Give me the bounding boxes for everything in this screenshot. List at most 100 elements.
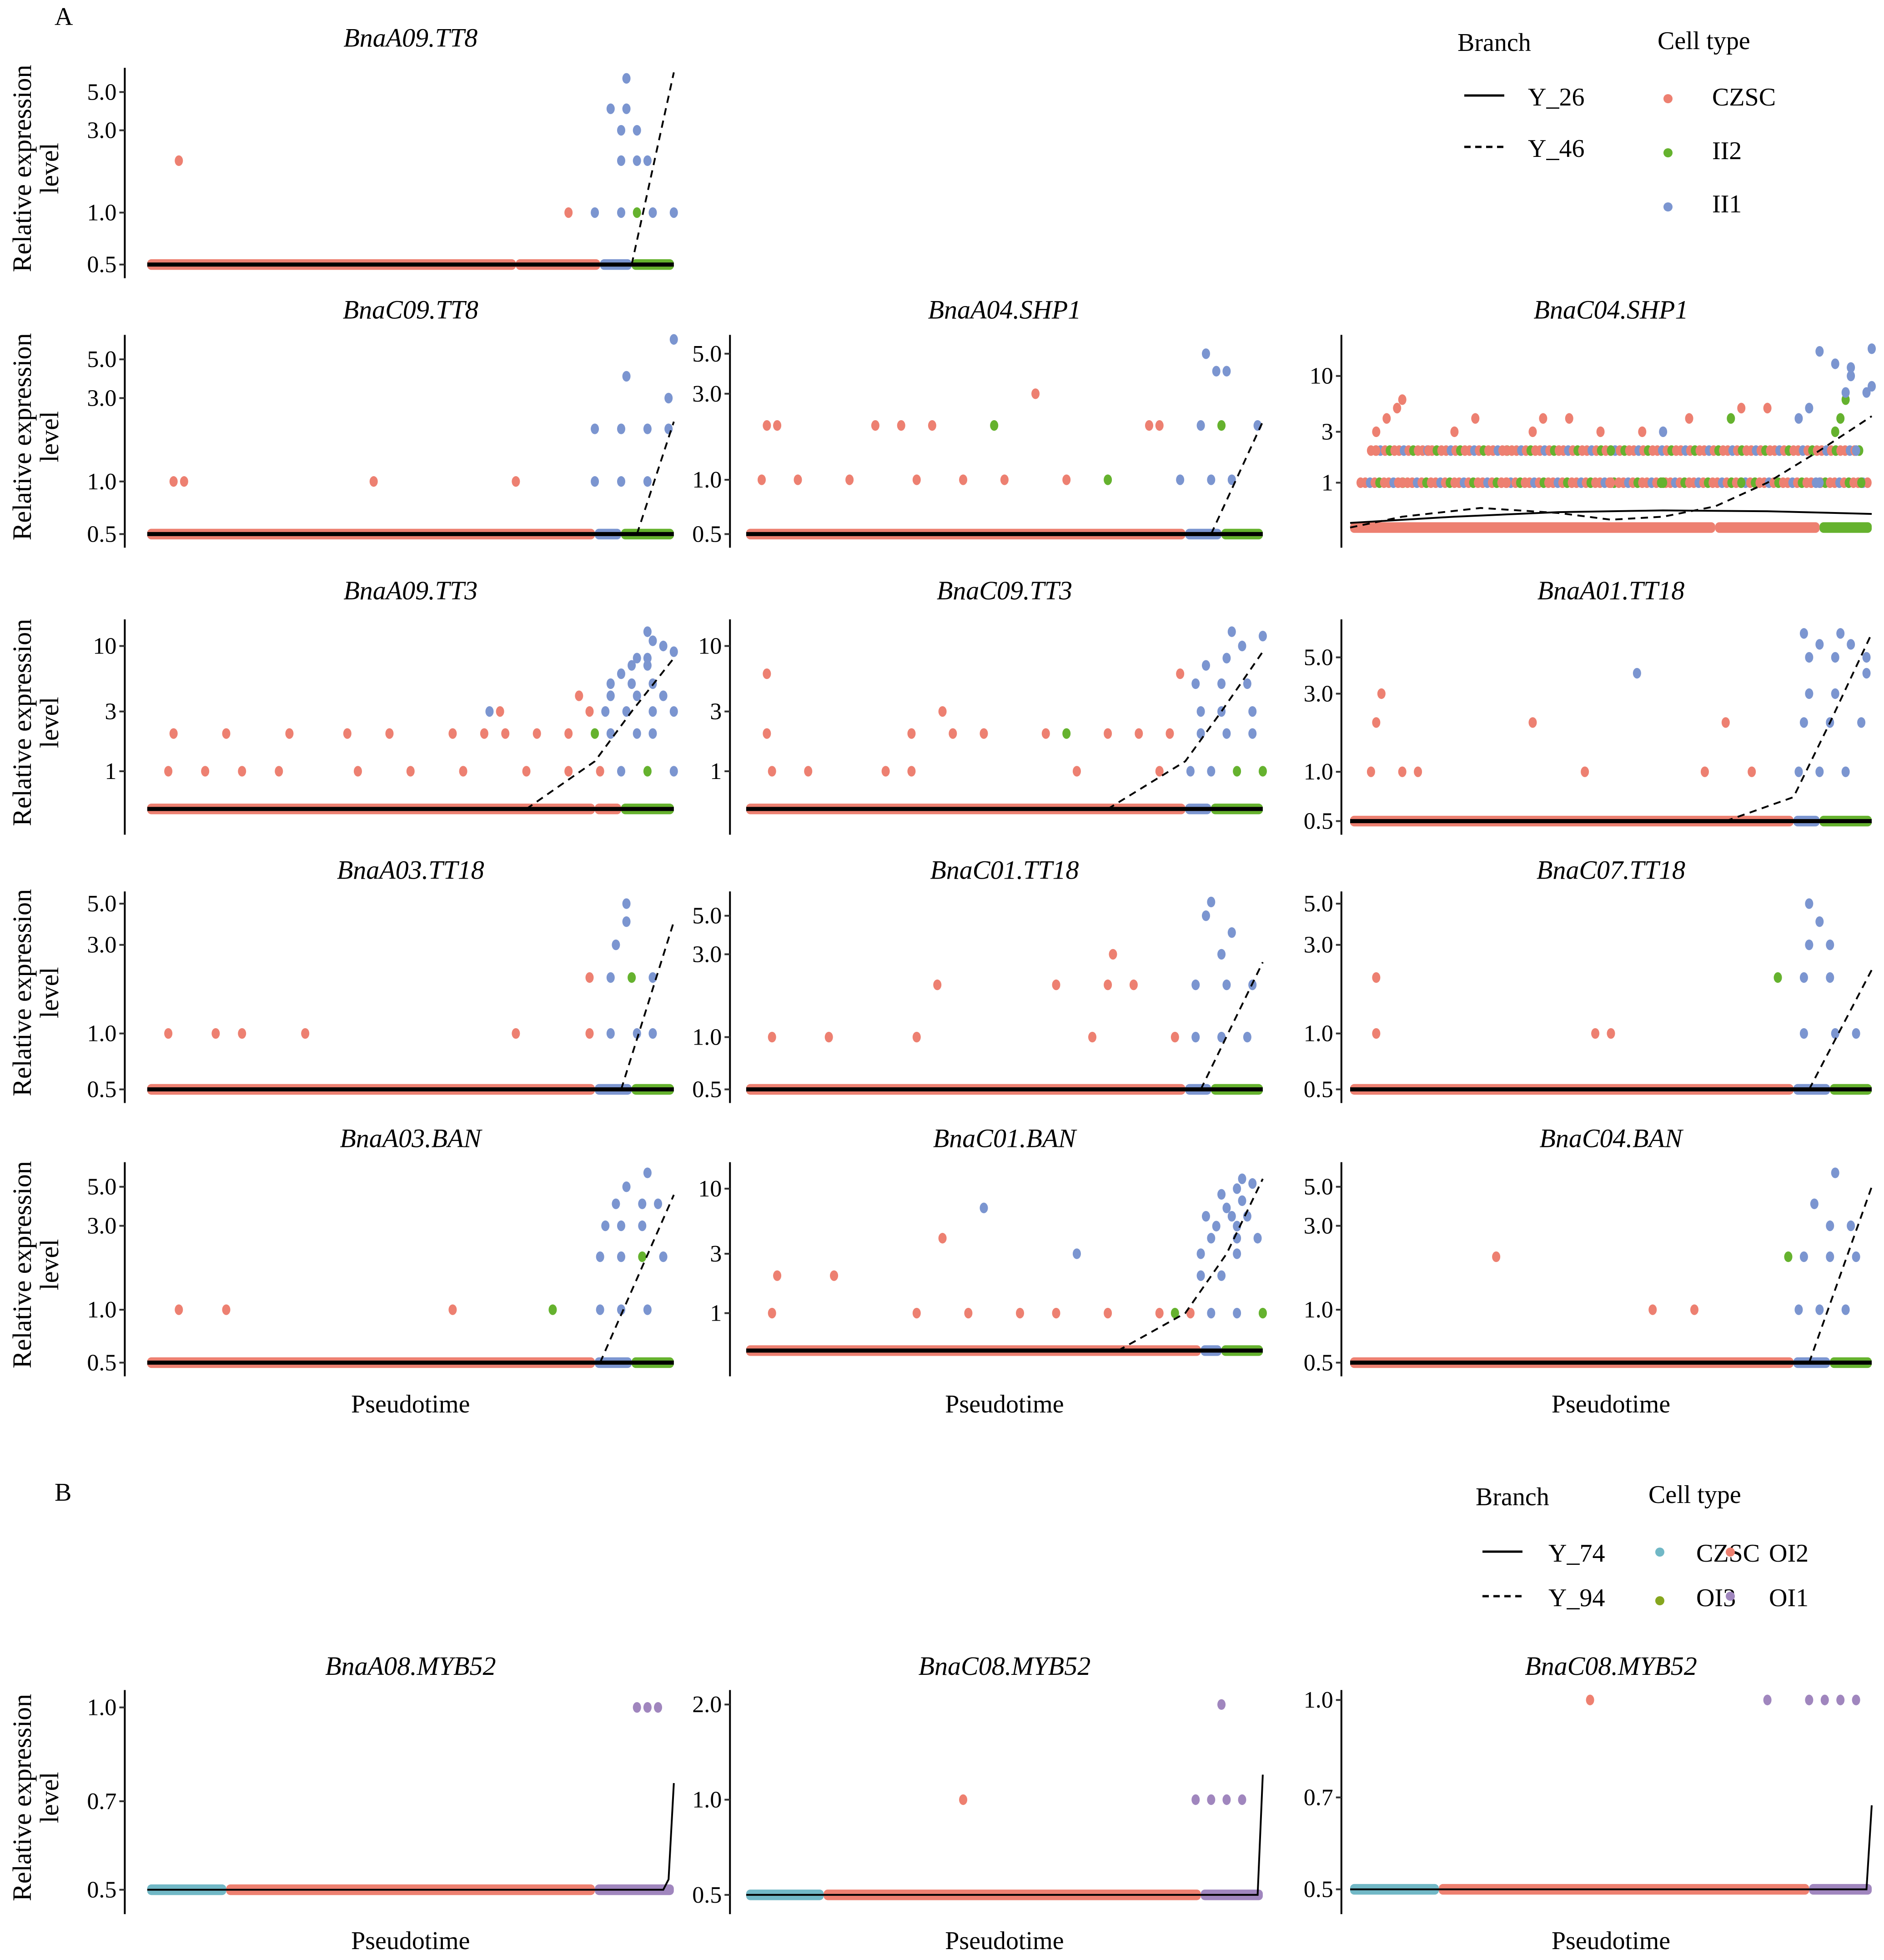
data-point <box>1815 639 1824 650</box>
data-point <box>596 1304 604 1315</box>
legend-a-branch-1: Y_26 <box>1528 83 1584 111</box>
data-point <box>794 474 802 485</box>
panel-bnac04-shp1-3: BnaC04.SHP1 1 3 10 <box>1310 295 1876 548</box>
data-point <box>1492 1251 1501 1262</box>
data-point <box>1155 766 1164 777</box>
panel-title: BnaA01.TT18 <box>1537 576 1685 605</box>
data-point <box>1502 445 1511 456</box>
data-point <box>1207 1233 1216 1244</box>
data-point <box>1109 949 1117 960</box>
legend-a-dot-ii2-icon <box>1663 148 1673 157</box>
data-point <box>211 1028 220 1039</box>
data-point <box>1104 728 1112 739</box>
data-point <box>633 155 641 166</box>
data-point <box>964 1307 973 1319</box>
data-point <box>643 626 652 637</box>
data-point <box>830 1270 839 1281</box>
data-point <box>1217 1270 1226 1281</box>
y-axis-label: level <box>35 411 64 462</box>
x-axis-label: Pseudotime <box>945 1390 1064 1418</box>
y-tick-label: 1.0 <box>87 1021 116 1047</box>
data-point <box>1805 402 1814 414</box>
data-point <box>1377 688 1386 699</box>
data-point <box>564 207 573 218</box>
data-point <box>1191 1794 1200 1805</box>
data-point <box>1222 1202 1231 1213</box>
data-point <box>1831 1167 1839 1178</box>
data-point <box>353 766 362 777</box>
data-point <box>1155 420 1164 431</box>
data-point <box>617 1304 625 1315</box>
data-point <box>1201 1211 1210 1222</box>
data-point <box>1196 706 1205 717</box>
data-point <box>633 1028 641 1039</box>
data-point <box>959 1794 968 1805</box>
data-point <box>824 1031 833 1043</box>
data-point <box>1841 1304 1850 1315</box>
y-tick-label: 3.0 <box>1304 932 1333 958</box>
data-point <box>1648 1304 1657 1315</box>
data-point <box>664 423 673 434</box>
data-point <box>1799 972 1808 983</box>
data-point <box>1805 898 1814 909</box>
data-point <box>1727 413 1735 424</box>
data-point <box>763 668 771 679</box>
data-point <box>622 916 631 927</box>
data-point <box>1104 979 1112 990</box>
data-point <box>643 1304 652 1315</box>
data-point <box>643 423 652 434</box>
legend-a-dot-czsc-icon <box>1663 94 1673 103</box>
data-point <box>585 972 594 983</box>
data-point <box>238 766 246 777</box>
panel-title: BnaC08.MYB52 <box>919 1651 1091 1681</box>
y-tick-label: 0.5 <box>1304 1077 1333 1103</box>
data-point <box>659 1251 668 1262</box>
data-point <box>617 125 625 136</box>
data-point <box>1191 678 1200 689</box>
data-point <box>1372 717 1381 728</box>
data-point <box>175 1304 183 1315</box>
data-point <box>622 898 631 909</box>
data-point <box>643 653 652 663</box>
data-point <box>1863 477 1872 488</box>
panel-title: BnaC08.MYB52 <box>1525 1651 1697 1681</box>
data-point <box>1016 1307 1025 1319</box>
data-point <box>480 728 488 739</box>
data-point <box>871 420 879 431</box>
data-point <box>1607 445 1615 456</box>
data-point <box>591 476 599 487</box>
panel-bnaa03-ban-10: BnaA03.BAN 0.5 1.0 3.0 5.0 Relative expressio… <box>7 1124 675 1418</box>
x-axis-label: Pseudotime <box>351 1927 470 1955</box>
y-tick-label: 3.0 <box>87 385 116 411</box>
data-point <box>1836 628 1845 639</box>
data-point <box>1238 640 1246 652</box>
data-point <box>1207 474 1216 485</box>
data-point <box>1382 413 1391 424</box>
baseline-points-ii2 <box>1819 522 1872 533</box>
trend-line-y_46 <box>1350 415 1873 529</box>
panel-title: BnaA09.TT8 <box>343 23 477 52</box>
data-point <box>1222 1794 1231 1805</box>
data-point <box>768 1031 776 1043</box>
y-tick-label: 1.0 <box>87 200 116 226</box>
data-point <box>512 1028 520 1039</box>
y-tick-label: 0.7 <box>87 1789 116 1814</box>
trend-line-y_46 <box>526 657 675 810</box>
data-point <box>1104 1307 1112 1319</box>
data-point <box>1393 402 1402 414</box>
data-point <box>907 728 916 739</box>
data-point <box>1072 766 1081 777</box>
data-point <box>1041 728 1050 739</box>
data-point <box>1868 343 1876 354</box>
legend-b-celltype-3: OI2 <box>1769 1539 1809 1568</box>
data-point <box>522 766 531 777</box>
legend-a-celltype-3: II1 <box>1712 190 1742 218</box>
panel-title: BnaC09.TT3 <box>937 576 1072 605</box>
trend-line-y_46 <box>631 72 675 265</box>
data-point <box>1233 766 1241 777</box>
data-point <box>612 1198 620 1209</box>
data-point <box>612 940 620 950</box>
data-point <box>1398 766 1407 777</box>
data-point <box>164 766 173 777</box>
y-axis-label: Relative expression <box>7 1161 37 1368</box>
